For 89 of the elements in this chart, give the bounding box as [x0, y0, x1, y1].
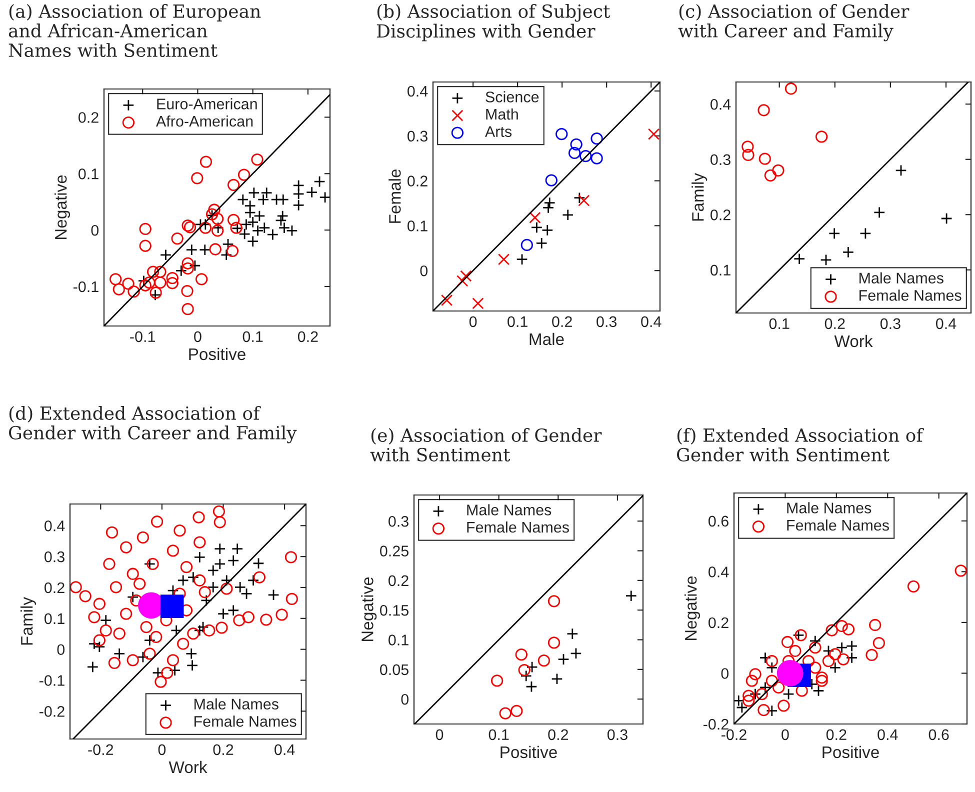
x-tick-label: -0.2	[722, 729, 746, 740]
x-axis-title: Male	[530, 332, 564, 346]
x-axis-title: Positive	[822, 746, 879, 758]
chart-title: (d) Extended Association of Gender with Career and Family	[9, 406, 297, 444]
x-tick-label: 0.1	[488, 729, 509, 740]
legend-label: Math	[486, 108, 518, 120]
x-axis-title: Work	[834, 334, 873, 348]
y-tick-label: 0.2	[78, 112, 98, 123]
y-tick-label: 0.1	[78, 168, 98, 180]
y-axis-title: Negative	[361, 577, 377, 642]
x-tick-label: -0.1	[130, 331, 156, 342]
x-tick-label: 0.2	[298, 331, 318, 342]
legend-label: Female Names	[860, 290, 962, 301]
y-tick-label: 0.2	[408, 176, 428, 186]
y-tick-label: 0.3	[408, 130, 428, 142]
y-axis-title: Negative	[54, 175, 70, 240]
y-tick-label: 0.1	[44, 613, 64, 624]
y-tick-label: 0.2	[710, 210, 730, 220]
x-tick-label: 0.1	[508, 316, 528, 328]
y-tick-label: -0.1	[39, 675, 64, 686]
x-tick-label: 0	[194, 331, 202, 342]
y-tick-label: 0.2	[388, 575, 408, 586]
x-tick-label: 0	[436, 729, 444, 740]
y-tick-label: 0.6	[708, 516, 728, 527]
y-axis-title: Female	[388, 169, 401, 223]
y-tick-label: 0	[420, 265, 428, 276]
x-tick-label: 0.4	[641, 316, 662, 328]
y-tick-label: 0	[401, 694, 409, 705]
y-axis-title: Family	[20, 596, 36, 645]
y-tick-label: 0	[721, 668, 729, 679]
y-tick-label: 0.15	[380, 604, 408, 616]
chart-title: (c) Association of Gender with Career and Family	[678, 4, 910, 42]
legend-label: Male Names	[194, 698, 278, 710]
x-tick-label: 0	[782, 729, 789, 740]
y-axis-title: Family	[692, 172, 708, 221]
x-tick-label: 0	[158, 744, 166, 756]
y-axis-title: Negative	[684, 576, 700, 640]
x-tick-label: 0.3	[880, 318, 900, 330]
chart-title: (a) Association of European and African-American Names with Sentiment	[8, 4, 261, 58]
x-tick-label: 0.3	[596, 316, 617, 328]
y-tick-label: -0.2	[703, 718, 728, 730]
legend-label: Female Names	[194, 716, 296, 727]
legend-label: Arts	[484, 126, 512, 137]
chart-title: (f) Extended Association of Gender with Sentiment	[677, 428, 924, 462]
x-tick-label: 0.1	[769, 318, 790, 330]
y-tick-label: 0.3	[44, 551, 64, 562]
x-tick-label: 0.2	[213, 744, 234, 756]
x-tick-label: 0	[469, 316, 477, 328]
y-tick-label: -0.2	[39, 706, 64, 717]
chart-title: (b) Association of Subject Disciplines with Gender	[376, 4, 610, 42]
x-axis-title: Positive	[500, 746, 557, 758]
legend-label: Female Names	[787, 519, 889, 531]
x-tick-label: 0.6	[928, 729, 949, 740]
y-tick-label: 0.05	[380, 664, 408, 676]
legend-label: Afro-American	[156, 115, 253, 127]
y-tick-label: 0.4	[710, 98, 731, 110]
y-tick-label: 0.2	[44, 582, 64, 594]
x-tick-label: 0.4	[878, 729, 898, 740]
y-tick-label: 0.4	[44, 520, 65, 532]
x-tick-label: 0.4	[274, 744, 295, 756]
x-axis-title: Positive	[189, 348, 246, 360]
legend-label: Male Names	[860, 272, 944, 284]
x-axis-title: Work	[168, 760, 208, 774]
y-tick-label: 0.3	[388, 516, 408, 527]
y-tick-label: -0.1	[73, 281, 98, 292]
y-tick-label: 0.1	[408, 220, 428, 232]
legend-label: Science	[486, 91, 539, 102]
legend-label: Euro-American	[157, 98, 257, 110]
x-tick-label: 0.1	[242, 331, 263, 342]
y-tick-label: 0.4	[408, 86, 428, 97]
y-tick-label: 0.1	[388, 634, 408, 646]
y-tick-label: 0.4	[708, 566, 729, 578]
x-tick-label: -0.2	[88, 744, 114, 756]
y-tick-label: 0.3	[710, 154, 730, 166]
chart-title: (e) Association of Gender with Sentiment	[370, 428, 602, 462]
y-tick-label: 0	[57, 644, 65, 656]
legend-label: Male Names	[787, 502, 872, 514]
x-tick-label: 0.4	[936, 318, 956, 330]
x-tick-label: 0.2	[548, 729, 568, 740]
y-tick-label: 0.1	[710, 264, 730, 276]
legend-label: Female Names	[467, 521, 569, 533]
y-tick-label: 0.25	[380, 546, 408, 556]
y-tick-label: 0.2	[708, 617, 728, 628]
x-tick-label: 0.2	[552, 316, 572, 328]
x-tick-label: 0.3	[607, 729, 628, 740]
legend-label: Male Names	[467, 504, 552, 516]
x-tick-label: 0.2	[826, 729, 846, 740]
x-tick-label: 0.2	[824, 318, 845, 330]
y-tick-label: 0	[91, 224, 99, 236]
